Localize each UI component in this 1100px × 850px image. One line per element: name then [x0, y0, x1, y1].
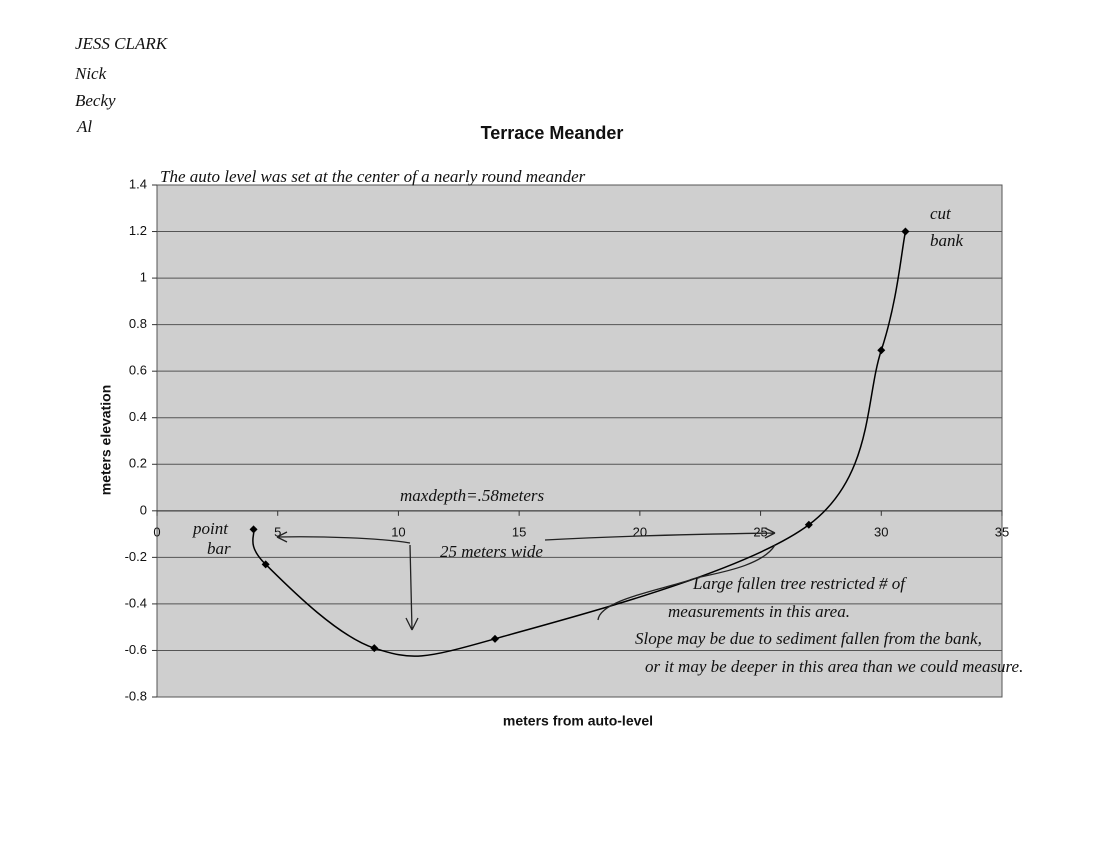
y-tick-label: -0.2 [125, 549, 147, 564]
annotation: cut [930, 204, 952, 223]
author: Nick [74, 64, 107, 83]
plot-area [156, 184, 1003, 698]
x-tick-label: 20 [633, 524, 647, 539]
chart-title: Terrace Meander [481, 123, 624, 143]
y-tick-label: -0.6 [125, 642, 147, 657]
annotation: bank [930, 231, 964, 250]
author: JESS CLARK [75, 34, 169, 53]
y-tick-label: -0.4 [125, 595, 147, 610]
y-tick-label: 1.2 [129, 223, 147, 238]
bracket [597, 544, 776, 621]
y-tick-label: 0.2 [129, 456, 147, 471]
x-tick-label: 15 [512, 524, 526, 539]
x-tick-label: 25 [753, 524, 767, 539]
annotation: The auto level was set at the center of … [160, 167, 586, 186]
annotation: 25 meters wide [440, 542, 543, 561]
data-point [370, 644, 379, 653]
annotation-arrows [276, 527, 776, 631]
data-point [877, 346, 886, 355]
y-axis-label: meters elevation [98, 385, 114, 496]
x-tick-label: 35 [995, 524, 1009, 539]
annotation: measurements in this area. [668, 602, 850, 621]
data-point [804, 520, 813, 529]
arrow [276, 531, 411, 544]
y-tick-label: 0 [140, 502, 147, 517]
x-tick-label: 10 [391, 524, 405, 539]
annotation: Slope may be due to sediment fallen from… [635, 629, 982, 648]
data-point [491, 634, 499, 643]
annotation: Large fallen tree restricted # of [692, 574, 907, 593]
y-tick-label: 0.6 [129, 363, 147, 378]
annotation: maxdepth=.58meters [400, 486, 545, 505]
y-tick-label: 0.4 [129, 409, 147, 424]
annotation: point [192, 519, 229, 538]
x-axis-label: meters from auto-level [503, 713, 653, 729]
data-point [261, 560, 270, 569]
data-point [249, 525, 258, 534]
x-tick-label: 5 [274, 524, 281, 539]
annotation: or it may be deeper in this area than we… [645, 657, 1023, 676]
annotation: bar [207, 539, 231, 558]
author: Al [76, 117, 92, 136]
arrow [405, 544, 419, 631]
y-tick-label: 1.4 [129, 176, 147, 191]
author: Becky [75, 91, 116, 110]
y-tick-label: 0.8 [129, 316, 147, 331]
y-tick-label: -0.8 [125, 688, 147, 703]
data-point [901, 227, 910, 236]
x-tick-label: 0 [153, 524, 160, 539]
y-tick-label: 1 [140, 270, 147, 285]
arrow [544, 527, 776, 541]
x-tick-label: 30 [874, 524, 888, 539]
